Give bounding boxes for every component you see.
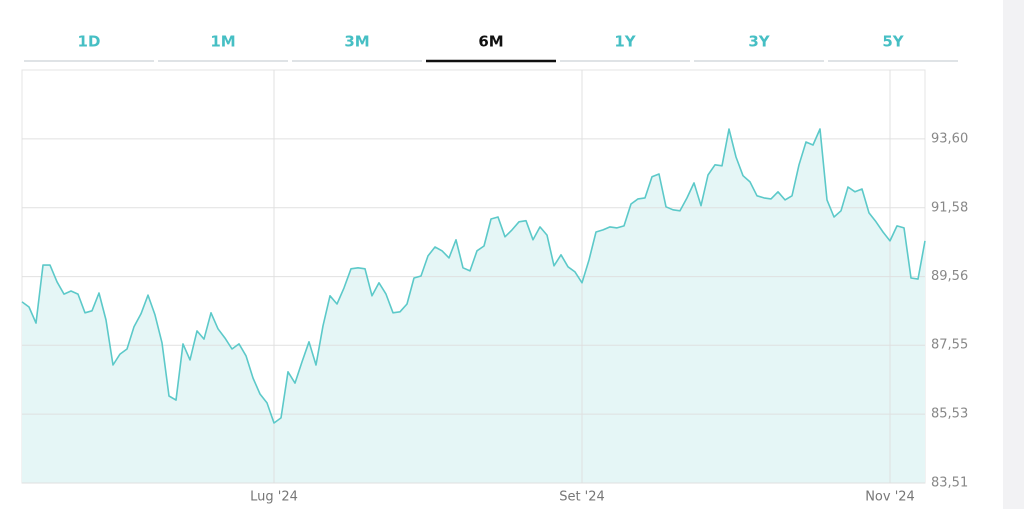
y-tick-label: 89,56 (931, 269, 968, 284)
tab[interactable]: 1M (210, 33, 235, 51)
tab[interactable]: 1D (78, 33, 101, 51)
side-strip (1003, 0, 1024, 509)
tab[interactable]: 3Y (748, 33, 770, 51)
y-tick-label: 87,55 (931, 338, 968, 353)
tab[interactable]: 5Y (882, 33, 904, 51)
area (22, 129, 925, 483)
y-tick-label: 93,60 (931, 131, 968, 146)
x-tick-label: Lug '24 (250, 490, 298, 505)
y-tick-label: 85,53 (931, 407, 968, 422)
x-tick-label: Set '24 (559, 490, 605, 505)
y-tick-label: 91,58 (931, 200, 968, 215)
x-tick-label: Nov '24 (865, 490, 915, 505)
tab[interactable]: 3M (344, 33, 369, 51)
tab[interactable]: 1Y (614, 33, 636, 51)
y-tick-label: 83,51 (931, 476, 968, 491)
tab[interactable]: 6M (478, 33, 503, 51)
price-line (21, 128, 926, 424)
